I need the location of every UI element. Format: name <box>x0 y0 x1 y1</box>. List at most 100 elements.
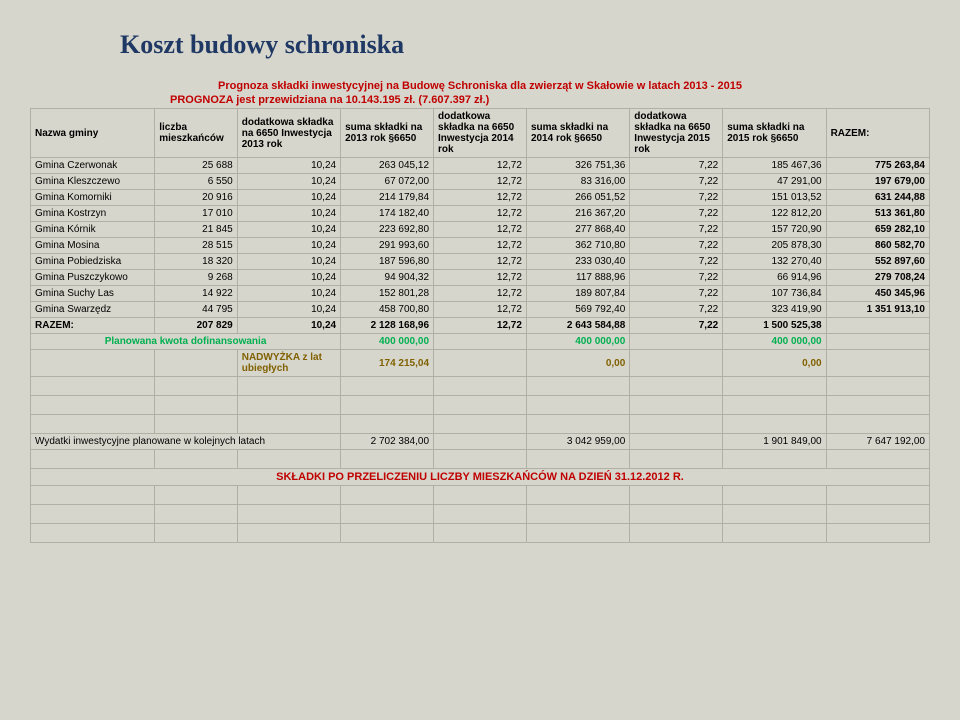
razem-row: RAZEM:207 82910,242 128 168,9612,722 643… <box>31 318 930 334</box>
nad-f: 0,00 <box>723 350 826 377</box>
cell-m: 14 922 <box>155 286 237 302</box>
cell-g: 513 361,80 <box>826 206 929 222</box>
cell-m: 17 010 <box>155 206 237 222</box>
blank-cell <box>526 450 629 469</box>
cell-g: 279 708,24 <box>826 270 929 286</box>
table-row: Gmina Komorniki20 91610,24214 179,8412,7… <box>31 190 930 206</box>
blank-cell <box>630 505 723 524</box>
blank-cell <box>155 415 237 434</box>
blank-cell <box>31 486 155 505</box>
blank-cell <box>434 505 527 524</box>
blank-cell <box>630 377 723 396</box>
razem-e: 7,22 <box>630 318 723 334</box>
blank-cell <box>237 415 340 434</box>
cell-a: 10,24 <box>237 254 340 270</box>
wydatki-label: Wydatki inwestycyjne planowane w kolejny… <box>31 434 341 450</box>
razem-label: RAZEM: <box>31 318 155 334</box>
nad-empty1 <box>155 350 237 377</box>
plan-b: 400 000,00 <box>341 334 434 350</box>
blank-cell <box>526 524 629 543</box>
blank-cell <box>155 377 237 396</box>
cell-f: 157 720,90 <box>723 222 826 238</box>
razem-g <box>826 318 929 334</box>
cell-c: 12,72 <box>434 238 527 254</box>
blank-cell <box>31 524 155 543</box>
cell-b: 152 801,28 <box>341 286 434 302</box>
cell-a: 10,24 <box>237 206 340 222</box>
blank-cell <box>434 524 527 543</box>
blank-cell <box>630 415 723 434</box>
razem-m: 207 829 <box>155 318 237 334</box>
blank-cell <box>630 450 723 469</box>
blank-cell <box>826 505 929 524</box>
plan-label: Planowana kwota dofinansowania <box>31 334 341 350</box>
blank-cell <box>341 396 434 415</box>
header-c6: dodatkowa składka na 6650 Inwestycja 201… <box>630 109 723 158</box>
cell-c: 12,72 <box>434 190 527 206</box>
blank-cell <box>723 396 826 415</box>
plan-d: 400 000,00 <box>526 334 629 350</box>
prognoza-line: PROGNOZA jest przewidziana na 10.143.195… <box>30 94 930 106</box>
header-c4: dodatkowa składka na 6650 Inwestycja 201… <box>434 109 527 158</box>
footer-title-row: SKŁADKI PO PRZELICZENIU LICZBY MIESZKAŃC… <box>31 469 930 486</box>
blank-cell <box>155 505 237 524</box>
table-row: Gmina Czerwonak25 68810,24263 045,1212,7… <box>31 158 930 174</box>
blank-cell <box>526 377 629 396</box>
blank-row <box>31 486 930 505</box>
blank-cell <box>237 486 340 505</box>
cell-b: 291 993,60 <box>341 238 434 254</box>
blank-cell <box>31 505 155 524</box>
cell-a: 10,24 <box>237 222 340 238</box>
razem-a: 10,24 <box>237 318 340 334</box>
cell-name: Gmina Mosina <box>31 238 155 254</box>
cell-b: 174 182,40 <box>341 206 434 222</box>
table-row: Gmina Kostrzyn17 01010,24174 182,4012,72… <box>31 206 930 222</box>
blank-cell <box>826 450 929 469</box>
cell-c: 12,72 <box>434 254 527 270</box>
blank-cell <box>826 415 929 434</box>
cell-f: 132 270,40 <box>723 254 826 270</box>
blank-cell <box>723 450 826 469</box>
cell-b: 67 072,00 <box>341 174 434 190</box>
cell-name: Gmina Kostrzyn <box>31 206 155 222</box>
cell-name: Gmina Czerwonak <box>31 158 155 174</box>
cell-e: 7,22 <box>630 270 723 286</box>
blank-cell <box>155 524 237 543</box>
main-table: Nazwa gminy liczba mieszkańców dodatkowa… <box>30 108 930 543</box>
blank-cell <box>237 505 340 524</box>
table-row: Gmina Suchy Las14 92210,24152 801,2812,7… <box>31 286 930 302</box>
nad-e <box>630 350 723 377</box>
cell-e: 7,22 <box>630 254 723 270</box>
cell-d: 216 367,20 <box>526 206 629 222</box>
cell-a: 10,24 <box>237 174 340 190</box>
cell-m: 21 845 <box>155 222 237 238</box>
cell-g: 450 345,96 <box>826 286 929 302</box>
cell-g: 631 244,88 <box>826 190 929 206</box>
cell-c: 12,72 <box>434 222 527 238</box>
blank-cell <box>341 524 434 543</box>
razem-b: 2 128 168,96 <box>341 318 434 334</box>
header-c2: dodatkowa składka na 6650 Inwestycja 201… <box>237 109 340 158</box>
cell-name: Gmina Kórnik <box>31 222 155 238</box>
cell-c: 12,72 <box>434 206 527 222</box>
wyd-c <box>434 434 527 450</box>
nad-empty0 <box>31 350 155 377</box>
cell-g: 552 897,60 <box>826 254 929 270</box>
blank-cell <box>630 486 723 505</box>
razem-f: 1 500 525,38 <box>723 318 826 334</box>
cell-f: 151 013,52 <box>723 190 826 206</box>
blank-cell <box>341 450 434 469</box>
plan-f: 400 000,00 <box>723 334 826 350</box>
cell-c: 12,72 <box>434 158 527 174</box>
cell-g: 1 351 913,10 <box>826 302 929 318</box>
cell-m: 18 320 <box>155 254 237 270</box>
cell-f: 107 736,84 <box>723 286 826 302</box>
cell-name: Gmina Komorniki <box>31 190 155 206</box>
cell-name: Gmina Kleszczewo <box>31 174 155 190</box>
cell-d: 266 051,52 <box>526 190 629 206</box>
blank-cell <box>434 415 527 434</box>
nad-d: 0,00 <box>526 350 629 377</box>
cell-g: 775 263,84 <box>826 158 929 174</box>
blank-row <box>31 450 930 469</box>
cell-f: 323 419,90 <box>723 302 826 318</box>
